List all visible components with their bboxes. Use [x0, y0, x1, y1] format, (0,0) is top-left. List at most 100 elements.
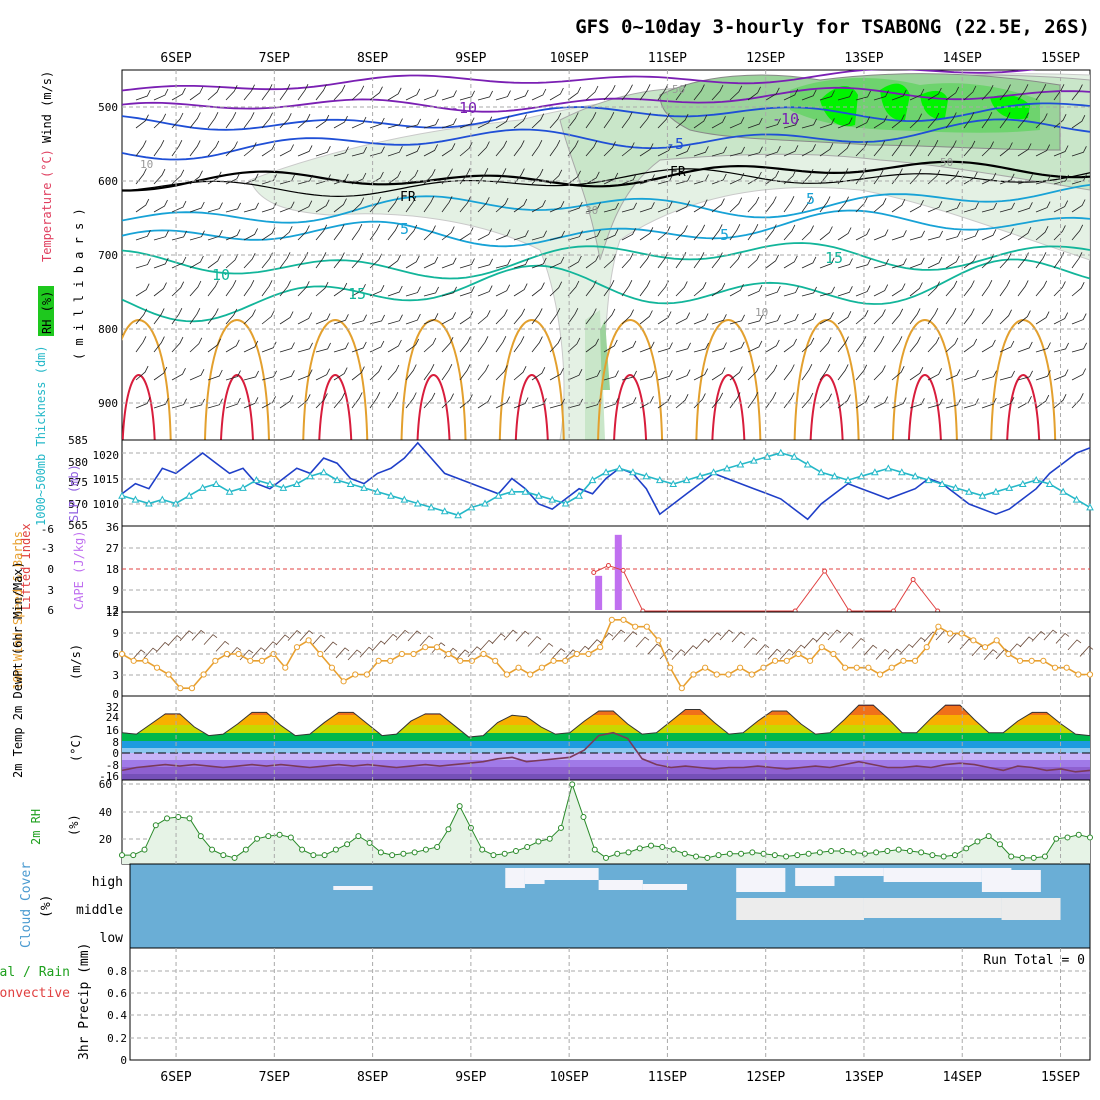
rh-point: [850, 849, 857, 856]
thickness-point: [696, 472, 704, 480]
ylabel-wind10m: 10m Wind Speed & Barbs: [11, 531, 25, 690]
wind-barb: [585, 140, 598, 157]
isotherm-line: [122, 70, 1037, 92]
wind-barb: [459, 364, 471, 381]
wind-barb: [891, 336, 903, 353]
wind-barb: [873, 336, 885, 353]
wind-speed-point: [737, 664, 744, 671]
wind-barb: [495, 258, 511, 269]
rh-point: [310, 852, 317, 859]
wind-barb: [495, 229, 511, 241]
wind-barb: [999, 142, 1013, 157]
isotherm-lobe-25: [416, 373, 451, 440]
temp-tick-minus16: -16: [99, 770, 119, 783]
wind-barb: [423, 313, 439, 325]
wind-barb: [945, 201, 961, 213]
wind-barb: [801, 364, 813, 381]
wind-barb: [1053, 174, 1069, 185]
wind-barb: [441, 393, 454, 409]
isotherm-line: [122, 118, 1090, 161]
wind-barb: [387, 118, 403, 129]
wind-barb-10m: [743, 637, 758, 649]
wind-barb: [405, 118, 421, 129]
wind-barb: [225, 253, 239, 269]
wind-barb: [243, 340, 259, 353]
wind-barb: [531, 282, 545, 297]
wind-barb: [1071, 282, 1085, 297]
wind-speed-point: [806, 657, 814, 664]
wind-barb: [333, 198, 347, 213]
wind-barb: [243, 142, 257, 157]
wind-barb: [801, 118, 817, 129]
wind-barb: [171, 140, 183, 157]
thickness-point: [844, 476, 852, 484]
wind-barb: [945, 86, 960, 101]
rh-point: [197, 833, 204, 840]
wind-barb: [1053, 252, 1065, 269]
wind-barb: [837, 142, 851, 157]
lifted-index-series: [591, 563, 941, 614]
wind-barb: [513, 89, 529, 101]
wind-barb: [369, 117, 385, 129]
bottom-date-label: 13SEP: [844, 1070, 883, 1085]
wind-barb: [297, 369, 313, 381]
wind-barb: [333, 84, 346, 101]
wind-barb: [1017, 143, 1032, 157]
wind-barb: [711, 84, 724, 101]
wind-barb-10m: [647, 643, 662, 655]
day-grid-lines: [175, 70, 1062, 1060]
wind-barb-10m: [491, 633, 506, 645]
wind-tick-6: 6: [112, 648, 119, 661]
wind-barb: [549, 336, 562, 353]
wind-barb-10m: [407, 630, 422, 642]
wind-barb-10m: [839, 631, 854, 643]
temp-line: [122, 704, 1090, 738]
wind-barb-10m: [527, 635, 542, 647]
wind-barb: [873, 90, 889, 101]
wind-barb: [207, 140, 220, 157]
wind-barb: [873, 284, 889, 297]
wind-barb: [999, 84, 1011, 101]
wind-barb: [927, 140, 939, 157]
precip-tick-06: 0.6: [107, 987, 127, 1000]
wind-speed-point: [993, 637, 1000, 644]
wind-barb-10m: [359, 646, 374, 658]
rh-point: [591, 846, 598, 853]
wind-barb: [297, 225, 310, 241]
wind-speed-point: [340, 678, 347, 685]
wind-barb: [495, 365, 508, 381]
wind-barb: [765, 254, 779, 269]
wind-barb: [819, 143, 834, 157]
wind-barb: [603, 141, 616, 157]
contour-label-rh30: 30: [585, 204, 598, 217]
wind-barb: [459, 394, 473, 409]
cape-tick-9: 9: [112, 584, 119, 597]
wind-barb: [801, 313, 817, 325]
wind-barb: [405, 286, 421, 297]
wind-barb: [855, 336, 867, 353]
wind-barb: [945, 337, 959, 353]
wind-speed-point: [317, 650, 324, 658]
rh-point: [693, 853, 700, 860]
wind-barb: [459, 286, 475, 297]
isotherm-lobe-25: [514, 373, 549, 440]
wind-barb: [225, 308, 238, 325]
wind-barb: [891, 140, 903, 157]
wind-barb: [603, 370, 619, 381]
thickness-point: [736, 460, 745, 468]
wind-barb: [459, 90, 475, 101]
thickness-point: [521, 487, 530, 495]
wind-barb: [315, 114, 330, 129]
wind-barb: [315, 368, 331, 381]
thickness-point: [198, 483, 207, 491]
wind-barb: [153, 199, 168, 213]
wind-barb: [819, 226, 833, 241]
wind-barb: [747, 253, 761, 269]
wind-barb: [405, 392, 417, 409]
top-date-label: 6SEP: [160, 51, 191, 66]
wind-barb-10m: [323, 641, 338, 653]
thickness-point: [158, 495, 167, 503]
wind-barbs-10m: [131, 629, 1094, 661]
wind-barb: [729, 341, 745, 353]
wind-barb: [279, 342, 295, 353]
